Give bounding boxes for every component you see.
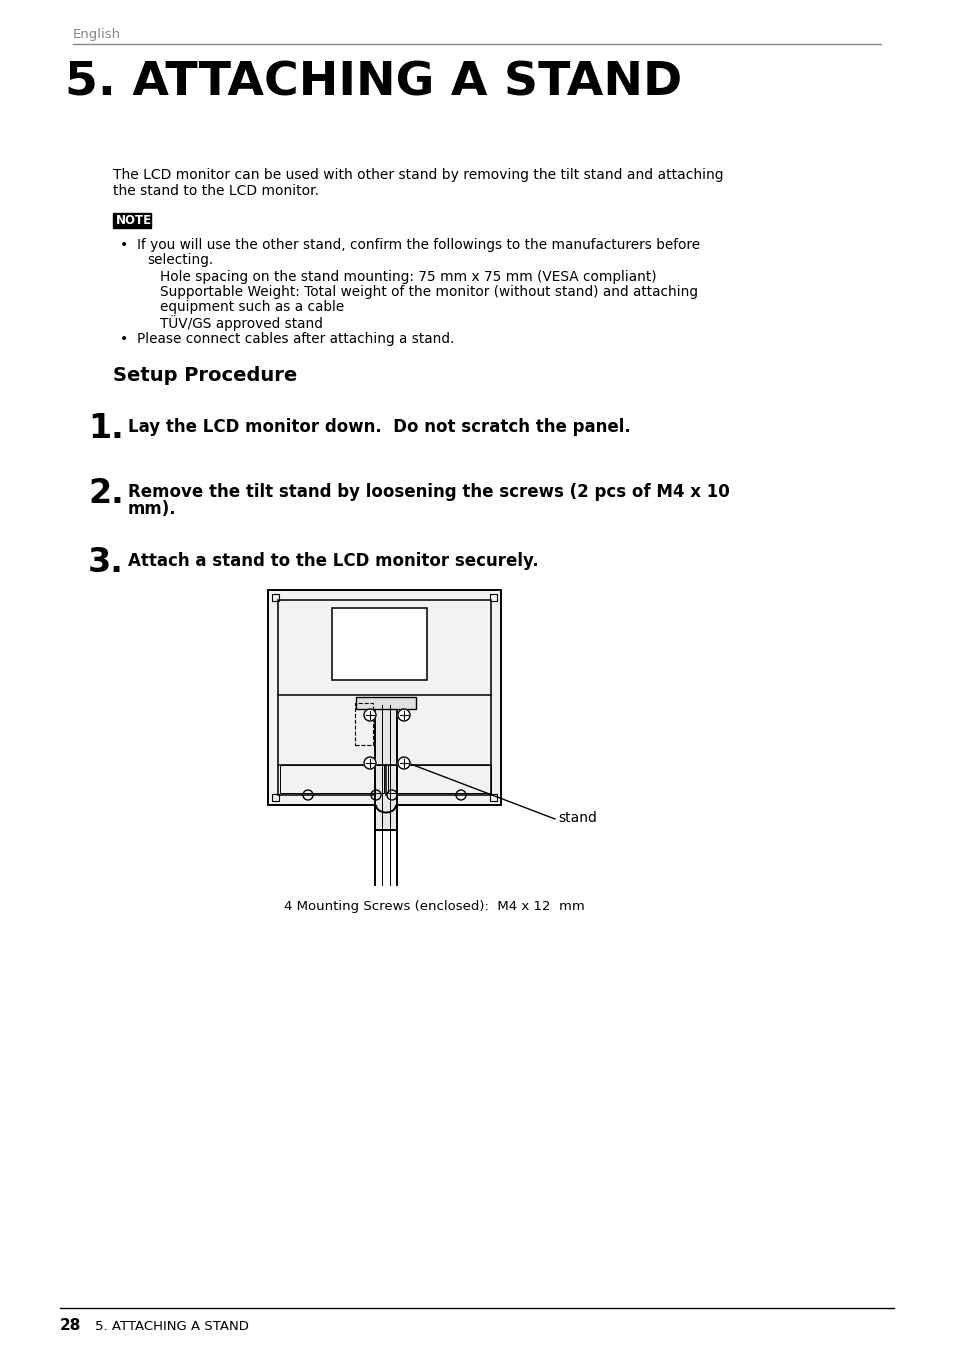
Text: Attach a stand to the LCD monitor securely.: Attach a stand to the LCD monitor secure… [128, 551, 538, 570]
Text: The LCD monitor can be used with other stand by removing the tilt stand and atta: The LCD monitor can be used with other s… [112, 168, 723, 182]
Text: 28: 28 [60, 1318, 81, 1333]
Text: TÜV/GS approved stand: TÜV/GS approved stand [160, 315, 322, 332]
Bar [272, 794, 278, 801]
Text: •: • [120, 239, 128, 252]
Text: selecting.: selecting. [147, 253, 213, 267]
Text: English: English [73, 28, 121, 40]
Text: the stand to the LCD monitor.: the stand to the LCD monitor. [112, 183, 318, 198]
Text: Hole spacing on the stand mounting: 75 mm x 75 mm (VESA compliant): Hole spacing on the stand mounting: 75 m… [160, 270, 656, 284]
Bar [490, 594, 497, 601]
Circle shape [397, 709, 410, 721]
Circle shape [364, 758, 375, 768]
Text: If you will use the other stand, confirm the followings to the manufacturers bef: If you will use the other stand, confirm… [137, 239, 700, 252]
Text: Please connect cables after attaching a stand.: Please connect cables after attaching a … [137, 332, 454, 346]
Bar [272, 594, 278, 601]
Text: mm).: mm). [128, 500, 176, 518]
Text: stand: stand [558, 811, 597, 825]
Text: Setup Procedure: Setup Procedure [112, 367, 297, 386]
Bar [268, 590, 500, 805]
Text: 3.: 3. [88, 546, 124, 580]
Text: 5. ATTACHING A STAND: 5. ATTACHING A STAND [95, 1320, 249, 1333]
Text: 1.: 1. [88, 412, 124, 445]
Text: Lay the LCD monitor down.  Do not scratch the panel.: Lay the LCD monitor down. Do not scratch… [128, 418, 630, 435]
Bar [388, 766, 491, 793]
Bar [375, 700, 396, 830]
Text: 4 Mounting Screws (enclosed):  M4 x 12  mm: 4 Mounting Screws (enclosed): M4 x 12 mm [283, 900, 584, 913]
Bar [280, 766, 384, 793]
Text: Remove the tilt stand by loosening the screws (2 pcs of M4 x 10: Remove the tilt stand by loosening the s… [128, 483, 729, 501]
Text: 2.: 2. [88, 477, 124, 510]
Text: NOTE: NOTE [116, 214, 152, 226]
Bar [355, 704, 373, 745]
Bar [332, 608, 427, 679]
Text: Supportable Weight: Total weight of the monitor (without stand) and attaching: Supportable Weight: Total weight of the … [160, 284, 698, 299]
Text: 5. ATTACHING A STAND: 5. ATTACHING A STAND [65, 61, 681, 105]
Bar [277, 600, 491, 795]
Bar [490, 794, 497, 801]
Bar [355, 697, 416, 709]
Text: equipment such as a cable: equipment such as a cable [160, 301, 344, 314]
Text: •: • [120, 332, 128, 346]
Circle shape [364, 709, 375, 721]
Circle shape [397, 758, 410, 768]
Bar [112, 213, 151, 228]
